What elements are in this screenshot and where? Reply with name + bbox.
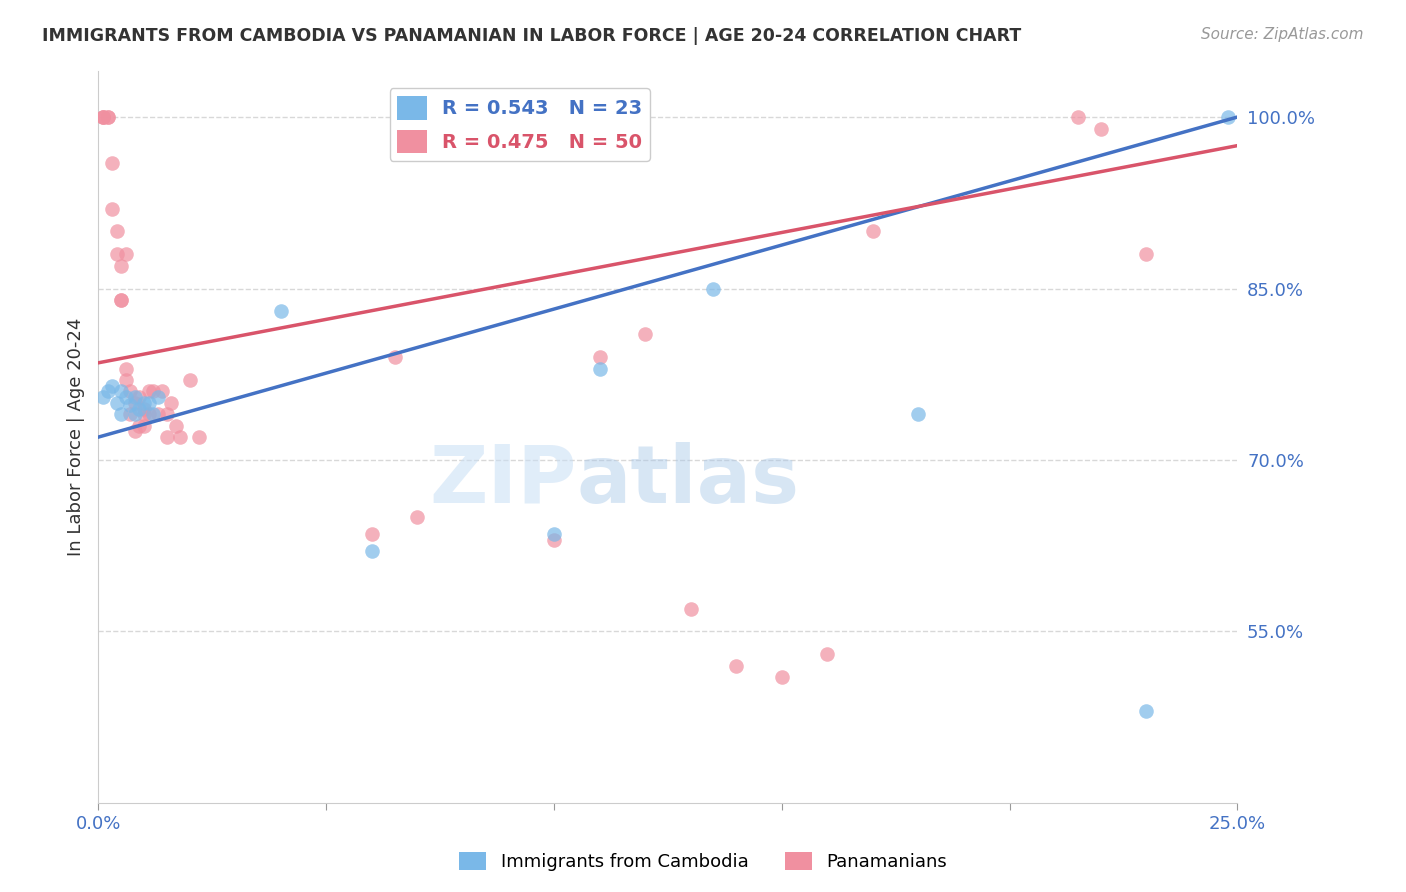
Point (1135, 247, 1157, 261)
Point (160, 396, 183, 410)
Point (146, 407, 169, 421)
Point (91, 110, 114, 124)
Point (124, 390, 146, 404)
Legend: Immigrants from Cambodia, Panamanians: Immigrants from Cambodia, Panamanians (451, 845, 955, 879)
Point (634, 327, 657, 342)
Point (1090, 121, 1112, 136)
Point (360, 544, 382, 558)
Point (128, 418, 150, 433)
Point (124, 407, 146, 421)
Point (142, 407, 165, 421)
Point (110, 384, 132, 399)
Text: ZIP: ZIP (429, 442, 576, 520)
Point (110, 293, 132, 307)
Legend: R = 0.543   N = 23, R = 0.475   N = 50: R = 0.543 N = 23, R = 0.475 N = 50 (389, 88, 650, 161)
Point (91, 110, 114, 124)
Point (146, 390, 169, 404)
Text: atlas: atlas (576, 442, 800, 520)
Point (1067, 110, 1090, 124)
Point (138, 396, 160, 410)
Point (169, 430, 191, 444)
Point (96, 110, 118, 124)
Point (150, 384, 173, 399)
Point (588, 361, 610, 376)
Point (543, 527, 565, 541)
Point (110, 407, 132, 421)
Point (156, 407, 179, 421)
Point (132, 418, 155, 433)
Point (1218, 110, 1240, 124)
Point (132, 407, 155, 421)
Point (114, 390, 136, 404)
Point (114, 247, 136, 261)
Point (270, 304, 292, 318)
Point (128, 401, 150, 416)
Point (110, 259, 132, 273)
Point (128, 390, 150, 404)
Point (132, 401, 155, 416)
Text: IMMIGRANTS FROM CAMBODIA VS PANAMANIAN IN LABOR FORCE | AGE 20-24 CORRELATION CH: IMMIGRANTS FROM CAMBODIA VS PANAMANIAN I… (42, 27, 1021, 45)
Point (142, 384, 165, 399)
Point (702, 281, 724, 295)
Point (120, 398, 142, 412)
Point (360, 527, 382, 541)
Point (156, 430, 179, 444)
Point (114, 361, 136, 376)
Point (543, 533, 565, 547)
Point (165, 418, 187, 433)
Point (91, 390, 114, 404)
Point (110, 293, 132, 307)
Point (101, 156, 124, 170)
Point (679, 601, 702, 615)
Point (384, 350, 406, 364)
Point (406, 510, 429, 524)
Point (91, 110, 114, 124)
Point (105, 396, 128, 410)
Point (862, 224, 884, 238)
Point (101, 378, 124, 392)
Point (105, 247, 128, 261)
Point (187, 430, 209, 444)
Point (124, 396, 146, 410)
Point (138, 384, 160, 399)
Point (120, 407, 142, 421)
Point (120, 384, 142, 399)
Point (179, 373, 201, 387)
Point (96, 110, 118, 124)
Point (132, 396, 155, 410)
Point (770, 670, 793, 684)
Point (138, 407, 160, 421)
Point (101, 202, 124, 216)
Point (907, 407, 929, 421)
Text: Source: ZipAtlas.com: Source: ZipAtlas.com (1201, 27, 1364, 42)
Y-axis label: In Labor Force | Age 20-24: In Labor Force | Age 20-24 (66, 318, 84, 557)
Point (588, 350, 610, 364)
Point (96, 384, 118, 399)
Point (1135, 705, 1157, 719)
Point (105, 224, 128, 238)
Point (114, 373, 136, 387)
Point (725, 658, 748, 673)
Point (815, 647, 838, 661)
Point (124, 425, 146, 439)
